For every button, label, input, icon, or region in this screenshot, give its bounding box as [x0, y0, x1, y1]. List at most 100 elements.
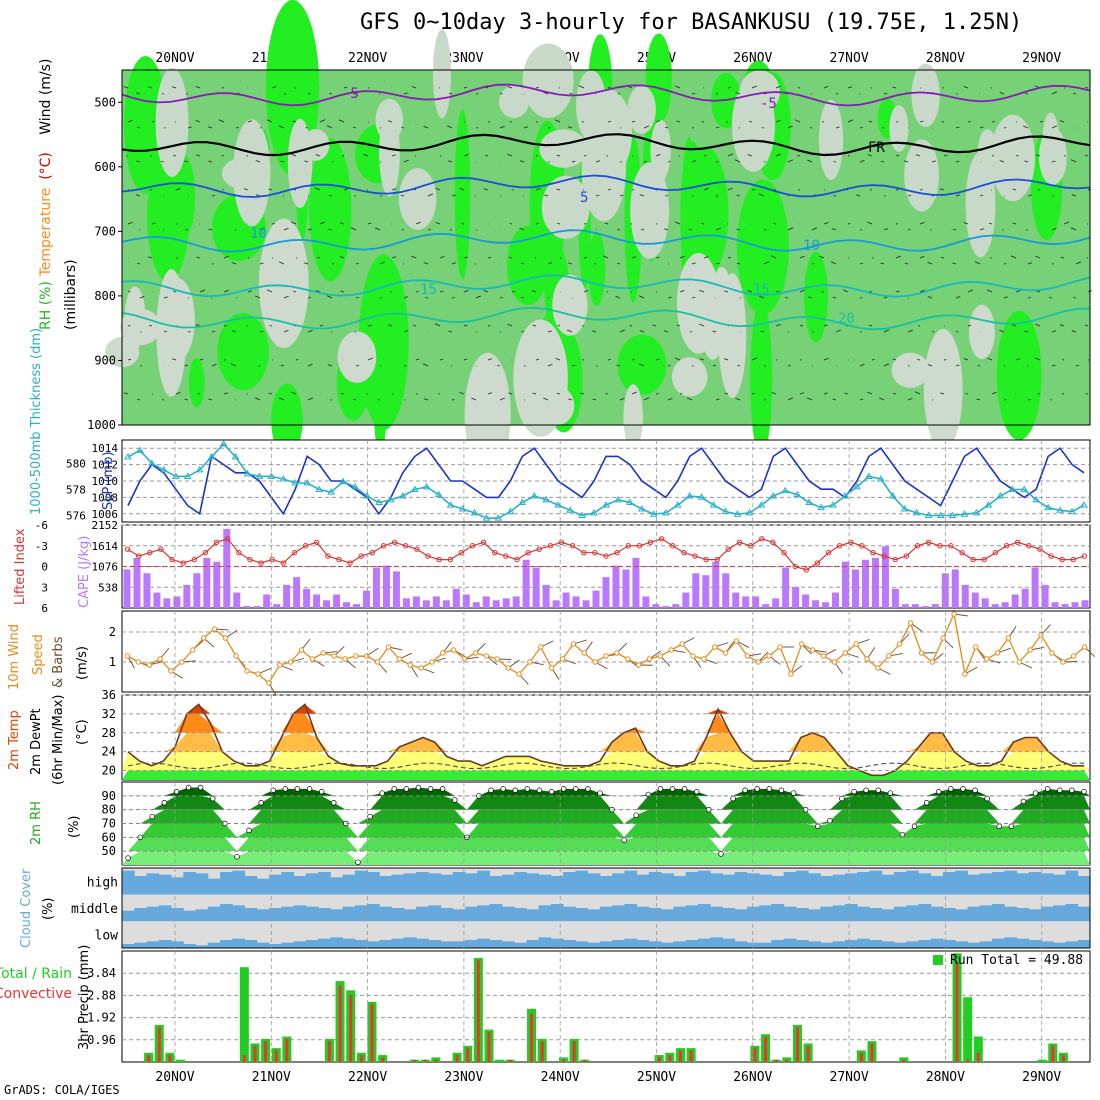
- wind-barb: [307, 397, 314, 401]
- wind-barb: [919, 120, 924, 123]
- rh-marker: [548, 788, 555, 795]
- wind-marker: [277, 662, 283, 668]
- wind-marker: [940, 635, 946, 641]
- cloud-bar: [1040, 941, 1054, 948]
- precip-conv-bar: [338, 985, 342, 1062]
- thickness-marker: [530, 491, 539, 499]
- wind-barb: [339, 222, 345, 225]
- rh-marker: [258, 799, 264, 806]
- thickness-ylabel: 1000-500mb Thickness (dm): [29, 328, 44, 515]
- cloud-bar: [930, 938, 944, 948]
- thickness-marker: [649, 510, 658, 517]
- wind-barb: [175, 391, 181, 395]
- wind-marker: [266, 680, 272, 686]
- cape-bar: [323, 600, 331, 608]
- wind-barb: [655, 393, 659, 395]
- wind-barb: [775, 119, 781, 123]
- rh-dry-area: [155, 67, 189, 178]
- wind-barb: [868, 120, 873, 123]
- wind-barb: [759, 295, 765, 299]
- wind-barb: [675, 357, 681, 361]
- wind-barb: [556, 154, 561, 157]
- wind-barb: [290, 221, 297, 225]
- li-marker: [325, 553, 331, 559]
- wind-barb: [391, 188, 397, 191]
- cloud-bar: [305, 940, 319, 948]
- top-day-label: 23NOV: [444, 51, 483, 66]
- li-marker: [759, 536, 765, 542]
- wind-barb: [799, 324, 803, 327]
- wind-barb: [435, 222, 441, 225]
- wind-barb: [149, 324, 153, 327]
- cloud-bar: [1016, 938, 1030, 948]
- wind-barb: [602, 255, 609, 259]
- thickness-marker: [1044, 503, 1053, 511]
- wind-barb: [917, 359, 921, 361]
- cloud-bar: [648, 908, 662, 922]
- wind-barb: [1084, 154, 1089, 157]
- wind-barb: [919, 189, 923, 191]
- precip-tick-label: 2.88: [87, 988, 116, 1002]
- cloud-bar: [746, 873, 760, 895]
- li-marker: [180, 560, 186, 566]
- cloud-bar: [367, 872, 380, 895]
- rh-marker: [996, 823, 1002, 830]
- cloud-bar: [220, 904, 233, 922]
- wind-barb: [617, 263, 621, 265]
- wind-barb: [187, 126, 192, 129]
- cape-tick-label: 538: [98, 581, 118, 594]
- wind-barb: [137, 126, 141, 129]
- wind-barb: [892, 392, 897, 395]
- wind-marker: [1038, 632, 1044, 638]
- wind-barb: [749, 121, 753, 123]
- slp-ylabel: SLP (mb): [101, 451, 116, 510]
- wind-barb: [823, 324, 828, 327]
- rh-dry-area: [965, 151, 996, 258]
- cloud-bar: [330, 909, 344, 922]
- rh-dry-area: [889, 105, 909, 152]
- rh-marker: [887, 790, 894, 796]
- cloud-bar: [428, 905, 442, 922]
- precip-conv-bar: [561, 1059, 565, 1062]
- cloud-bar: [881, 874, 895, 895]
- wind-barb: [787, 125, 793, 129]
- cloud-bar: [820, 942, 834, 948]
- thickness-marker: [171, 472, 180, 479]
- wind-barb: [269, 325, 273, 327]
- cloud-bar: [183, 944, 197, 948]
- wind-barb: [423, 126, 429, 129]
- wind-barb: [1060, 256, 1065, 259]
- thickness-marker: [996, 491, 1005, 499]
- cloud-bar: [661, 873, 674, 895]
- cloud-bar: [808, 873, 821, 895]
- wind-barb: [639, 330, 645, 333]
- li-tick-label: 6: [41, 602, 48, 615]
- rh-moist-area: [374, 364, 387, 455]
- cape-bar: [861, 559, 869, 608]
- wind-barb: [691, 262, 696, 265]
- li-marker: [925, 539, 932, 545]
- wind-barb: [379, 261, 385, 265]
- cloud-bar: [1028, 909, 1042, 922]
- wind-barb: [544, 194, 549, 197]
- cloud-bar: [587, 909, 601, 922]
- cloud-bar: [122, 910, 135, 922]
- cape-bar: [732, 592, 740, 608]
- temp-band: [122, 732, 1090, 752]
- rh-marker: [899, 831, 906, 838]
- wind-barb: [184, 398, 189, 401]
- cloud-bar: [869, 908, 883, 922]
- wind-marker: [603, 653, 609, 659]
- wind-barb: [736, 228, 741, 231]
- wind-barb: [679, 255, 685, 259]
- cape-bar: [812, 600, 820, 608]
- wind-barb: [448, 160, 453, 163]
- wind-barb: [463, 86, 468, 89]
- wind-barb: [339, 256, 345, 259]
- wind-barb: [1049, 296, 1053, 299]
- cloud-bar: [808, 941, 821, 948]
- li-marker: [414, 546, 420, 552]
- cloud-bar: [293, 876, 307, 895]
- cape-bar: [871, 557, 879, 608]
- cloud-bar: [1065, 870, 1079, 895]
